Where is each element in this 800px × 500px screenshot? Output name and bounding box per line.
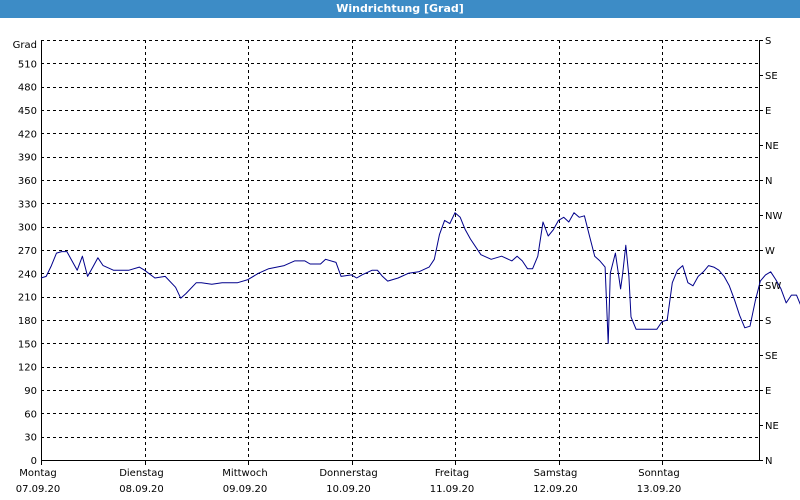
x-date-label: 08.09.20: [119, 484, 164, 495]
right-axis-label: SW: [765, 281, 781, 292]
chart-title: Windrichtung [Grad]: [336, 2, 464, 15]
y-axis-unit-label: Grad: [13, 40, 37, 51]
y-tick-label: 480: [18, 83, 37, 94]
y-tick-label: 180: [18, 316, 37, 327]
chart-title-bar: Windrichtung [Grad]: [0, 0, 800, 18]
x-day-label: Samstag: [534, 468, 578, 479]
right-axis-labels: N NE E SE S SW W NW N NE E SE S: [759, 36, 782, 467]
y-tick-label: 120: [18, 363, 37, 374]
x-date-label: 11.09.20: [430, 484, 475, 495]
x-date-label: 09.09.20: [223, 484, 268, 495]
right-axis-label: N: [765, 456, 772, 467]
y-tick-label: 420: [18, 129, 37, 140]
y-tick-label: 90: [24, 386, 37, 397]
right-axis-label: W: [765, 246, 775, 257]
right-axis-label: NE: [765, 141, 779, 152]
x-day-label: Dienstag: [119, 468, 164, 479]
x-date-label: 13.09.20: [637, 484, 682, 495]
x-day-label: Montag: [19, 468, 56, 479]
y-axis-labels: 0 30 60 90 120 150 180 210 240 270 300 330 360 390 420…: [18, 59, 37, 467]
right-axis-label: S: [765, 36, 771, 47]
x-day-label: Sonntag: [638, 468, 680, 479]
x-date-label: 10.09.20: [326, 484, 371, 495]
y-tick-label: 390: [18, 153, 37, 164]
wind-direction-series-line: [40, 212, 800, 344]
y-tick-label: 300: [18, 223, 37, 234]
y-tick-label: 150: [18, 339, 37, 350]
x-date-label: 07.09.20: [16, 484, 61, 495]
right-axis-label: N: [765, 176, 772, 187]
y-tick-label: 60: [24, 409, 37, 420]
x-axis-labels: Montag 07.09.20 Dienstag 08.09.20 Mittwoch 09…: [16, 460, 682, 495]
x-day-label: Freitag: [435, 468, 469, 479]
y-tick-label: 450: [18, 106, 37, 117]
y-tick-label: 0: [31, 456, 37, 467]
series-layer: [40, 212, 800, 344]
right-axis-label: SE: [765, 71, 778, 82]
y-tick-label: 510: [18, 59, 37, 70]
right-axis-label: NW: [765, 211, 782, 222]
right-axis-label: SE: [765, 351, 778, 362]
y-tick-label: 270: [18, 246, 37, 257]
y-tick-label: 30: [24, 433, 37, 444]
y-tick-label: 210: [18, 293, 37, 304]
x-day-label: Donnerstag: [319, 468, 377, 479]
x-date-label: 12.09.20: [533, 484, 578, 495]
y-tick-label: 240: [18, 269, 37, 280]
x-day-label: Mittwoch: [222, 468, 267, 479]
right-axis-label: S: [765, 316, 771, 327]
y-tick-label: 360: [18, 176, 37, 187]
right-axis-label: NE: [765, 421, 779, 432]
y-tick-label: 330: [18, 199, 37, 210]
right-axis-label: E: [765, 106, 771, 117]
plot-frame: [41, 40, 760, 461]
right-axis-label: E: [765, 386, 771, 397]
chart-grid: [41, 40, 759, 460]
